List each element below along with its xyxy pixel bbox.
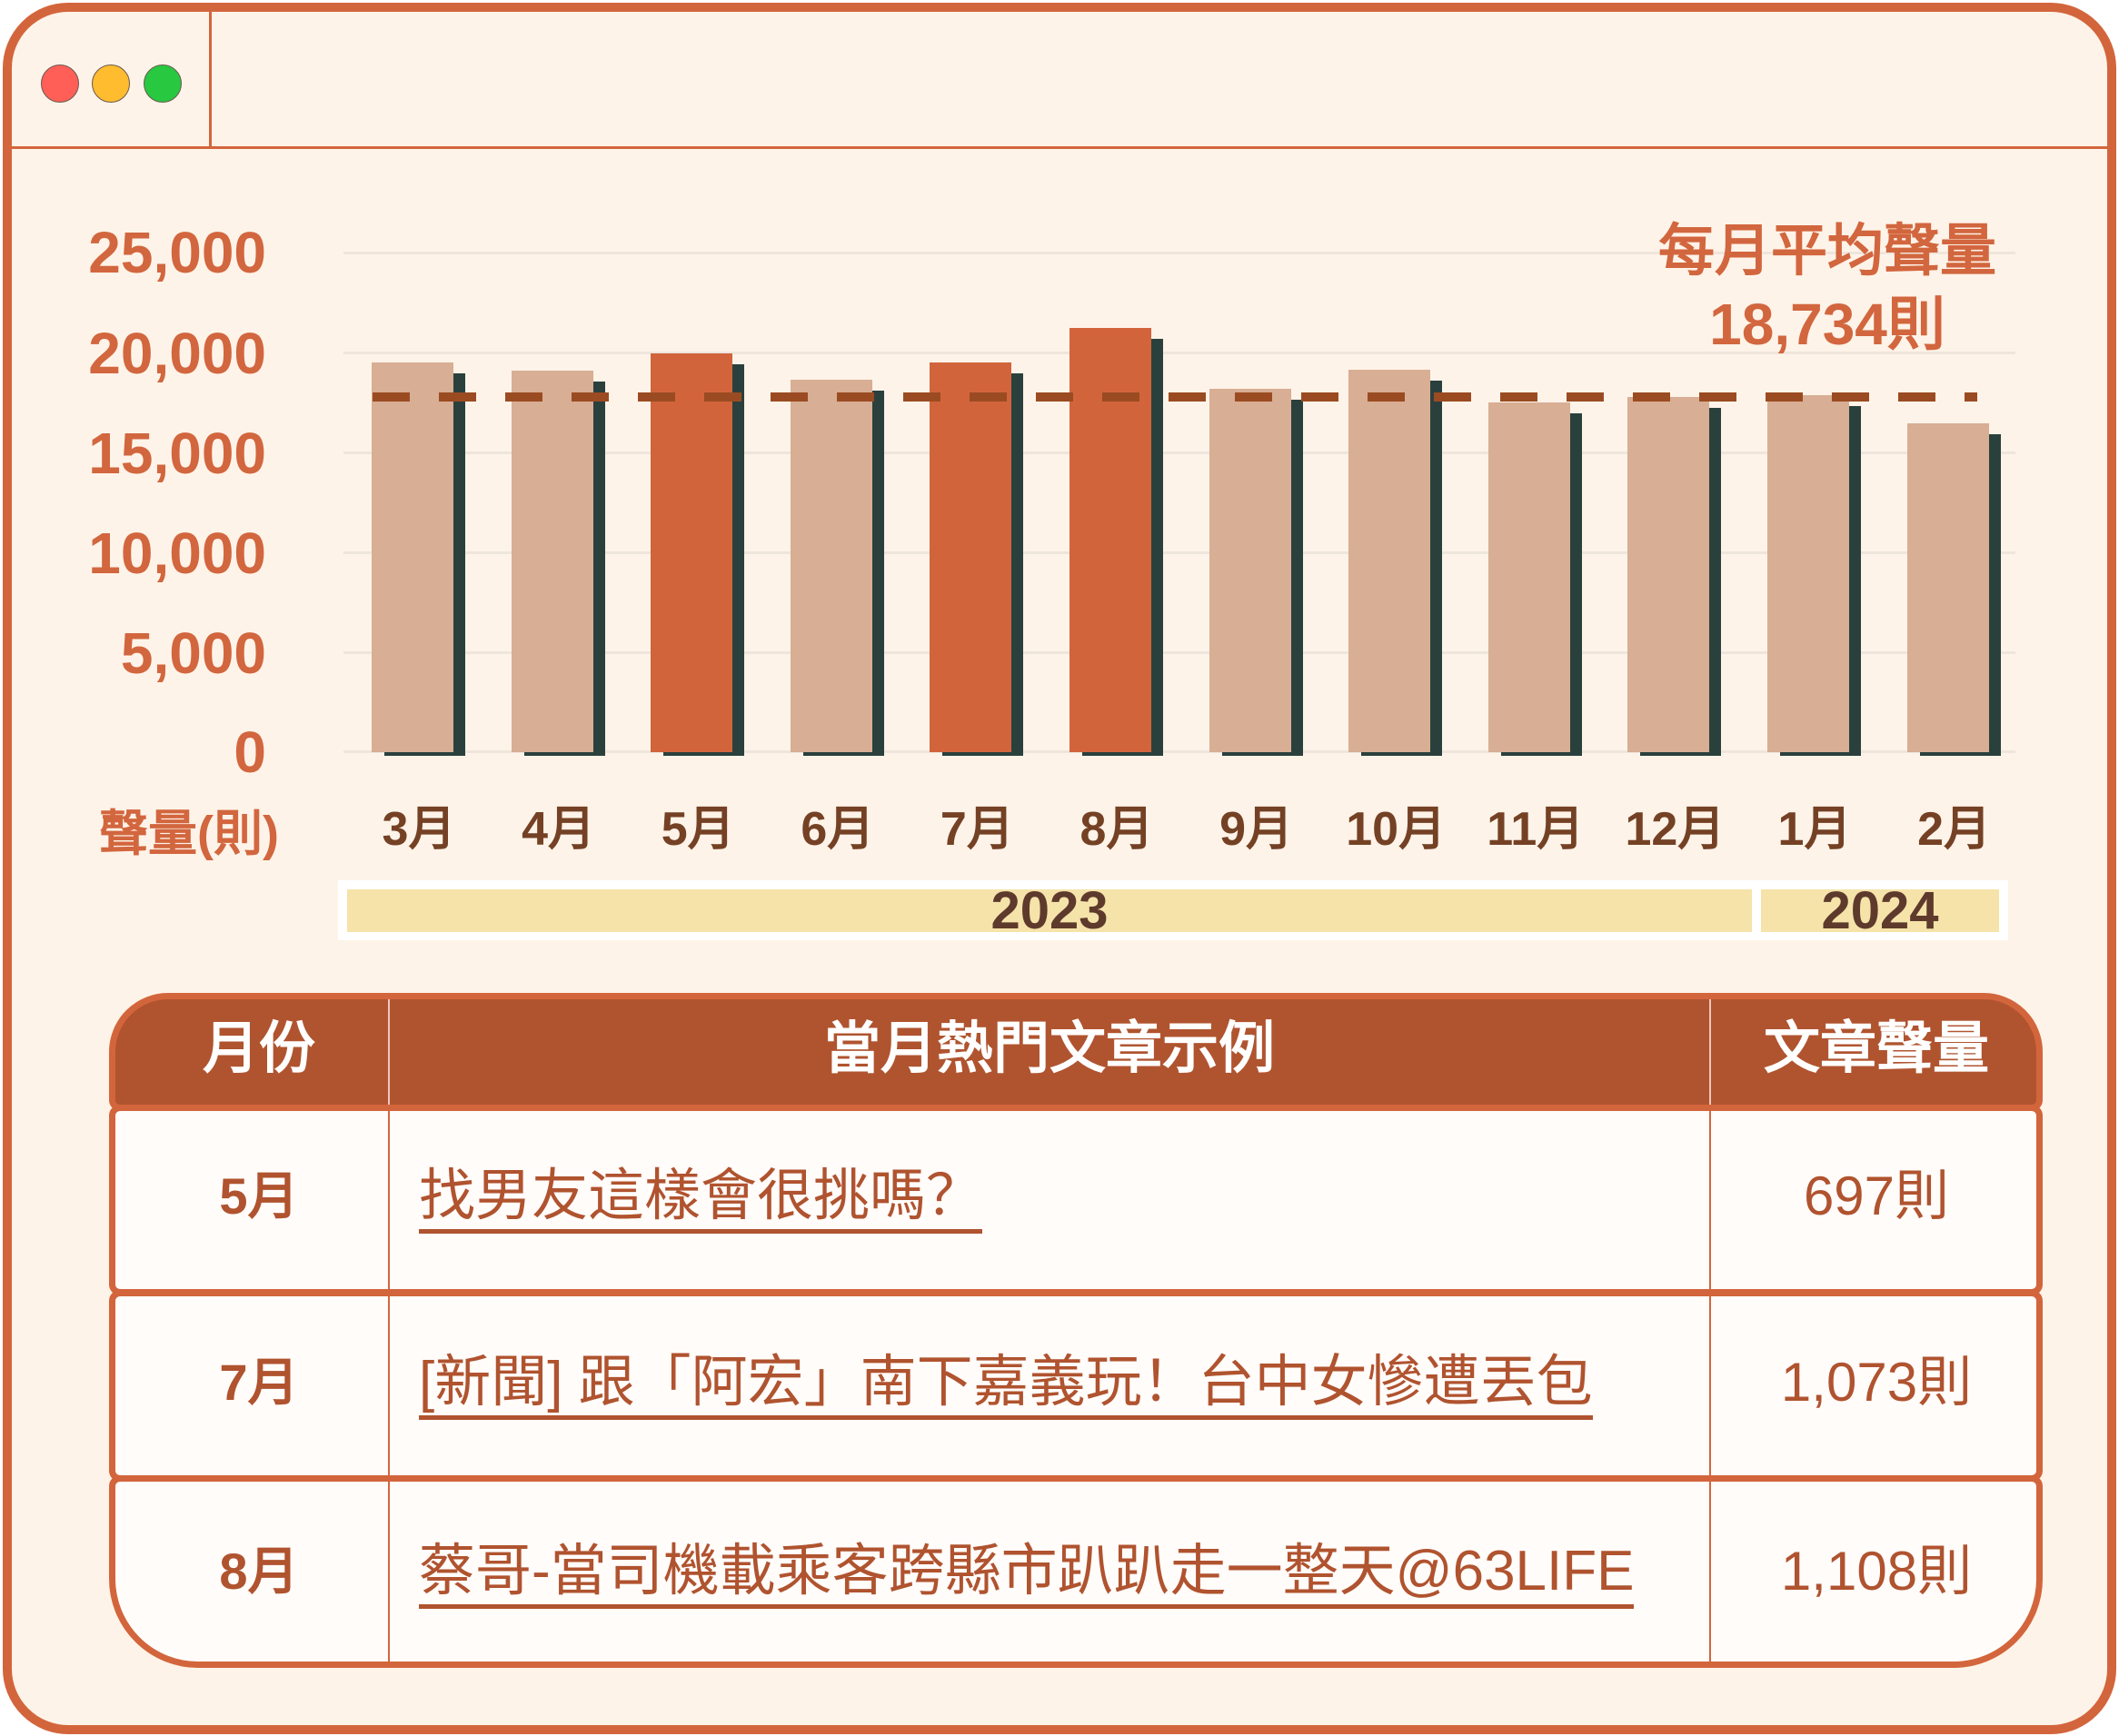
close-button-icon[interactable] bbox=[41, 64, 79, 103]
row-volume: 697則 bbox=[1803, 1166, 1950, 1226]
bar bbox=[511, 371, 593, 752]
row-month: 5月 bbox=[219, 1167, 299, 1225]
x-axis-month-label: 8月 bbox=[1079, 803, 1154, 856]
titlebar-separator bbox=[12, 146, 2107, 149]
average-value: 18,734則 bbox=[1709, 292, 1945, 357]
x-axis-month-label: 9月 bbox=[1219, 803, 1294, 856]
average-dashed-line bbox=[373, 392, 1977, 402]
bar bbox=[1627, 397, 1710, 752]
table-row bbox=[109, 1475, 2043, 1668]
gridline bbox=[343, 352, 2015, 354]
gridline bbox=[343, 252, 2015, 254]
x-axis-month-label: 10月 bbox=[1346, 803, 1447, 856]
y-axis-unit-label: 聲量(則) bbox=[99, 807, 279, 861]
bar bbox=[1209, 389, 1291, 752]
column-divider bbox=[388, 1111, 390, 1662]
x-axis-month-label: 1月 bbox=[1777, 803, 1852, 856]
header-article-example: 當月熱門文章示例 bbox=[823, 1017, 1275, 1080]
gridline bbox=[343, 551, 2015, 554]
maximize-button-icon[interactable] bbox=[144, 64, 182, 103]
y-axis-tick-label: 25,000 bbox=[88, 220, 266, 285]
gridline bbox=[343, 451, 2015, 454]
bar bbox=[372, 362, 453, 752]
bar bbox=[1487, 402, 1570, 752]
y-axis-tick-label: 0 bbox=[234, 719, 266, 785]
average-label: 每月平均聲量 bbox=[1657, 220, 1996, 283]
y-axis-tick-label: 5,000 bbox=[120, 620, 266, 686]
row-volume: 1,108則 bbox=[1780, 1541, 1973, 1602]
bar bbox=[1069, 327, 1151, 752]
bar bbox=[1348, 369, 1431, 752]
x-axis-month-label: 5月 bbox=[661, 803, 735, 856]
row-month: 8月 bbox=[219, 1543, 299, 1600]
minimize-button-icon[interactable] bbox=[92, 64, 130, 103]
column-divider bbox=[1709, 1111, 1711, 1662]
year-label-2024: 2024 bbox=[1761, 885, 1999, 937]
y-axis-tick-label: 10,000 bbox=[88, 521, 266, 586]
x-axis-month-label: 11月 bbox=[1487, 803, 1585, 856]
row-month: 7月 bbox=[219, 1354, 299, 1411]
header-column-divider bbox=[1709, 999, 1711, 1105]
article-link[interactable]: [新聞] 跟「阿宏」南下嘉義玩！台中女慘遭丟包 bbox=[419, 1354, 1593, 1420]
y-axis-tick-label: 20,000 bbox=[88, 321, 266, 386]
row-volume: 1,073則 bbox=[1780, 1352, 1973, 1413]
header-month: 月份 bbox=[202, 1017, 315, 1080]
bar bbox=[1767, 395, 1849, 752]
x-axis-month-label: 2月 bbox=[1917, 803, 1992, 856]
y-axis-tick-label: 15,000 bbox=[88, 421, 266, 486]
x-axis-month-label: 6月 bbox=[801, 803, 875, 856]
gridline bbox=[343, 651, 2015, 654]
header-article-volume: 文章聲量 bbox=[1763, 1017, 1989, 1080]
x-axis-month-label: 12月 bbox=[1625, 803, 1726, 856]
x-axis-month-label: 3月 bbox=[382, 803, 456, 856]
x-axis-baseline bbox=[343, 750, 2015, 753]
bar bbox=[790, 379, 872, 752]
table-row bbox=[109, 1105, 2043, 1295]
article-link[interactable]: 找男友這樣會很挑嗎？ bbox=[419, 1167, 983, 1234]
bar bbox=[1906, 423, 1989, 752]
year-label-2023: 2023 bbox=[347, 885, 1752, 937]
bar bbox=[651, 353, 733, 752]
bar bbox=[930, 362, 1012, 752]
article-link[interactable]: 蔡哥-當司機載乘客跨縣市趴趴走一整天@63LIFE bbox=[419, 1543, 1635, 1609]
x-axis-month-label: 4月 bbox=[522, 803, 596, 856]
header-column-divider bbox=[388, 999, 390, 1105]
titlebar-divider bbox=[209, 12, 212, 148]
x-axis-month-label: 7月 bbox=[940, 803, 1014, 856]
